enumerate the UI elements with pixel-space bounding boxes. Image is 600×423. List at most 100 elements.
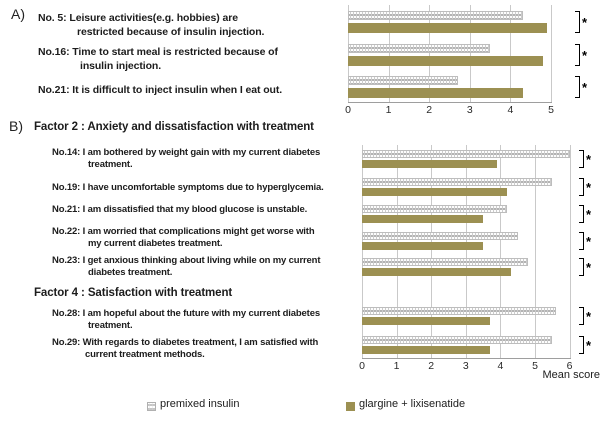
panel-b-label: B) bbox=[9, 118, 23, 134]
significance-bracket bbox=[579, 258, 584, 276]
axis-tick-label: 0 bbox=[345, 104, 351, 116]
significance-bracket bbox=[579, 150, 584, 168]
item-text: No.29: With regards to diabetes treatmen… bbox=[52, 337, 319, 348]
bar-glargine-lixisenatide bbox=[362, 215, 484, 223]
item-text: restricted because of insulin injection. bbox=[77, 25, 265, 38]
premixed-insulin-swatch bbox=[147, 402, 156, 411]
panel-b-item-no19: No.19: I have uncomfortable symptoms due… bbox=[52, 182, 357, 194]
item-text: diabetes treatment. bbox=[88, 266, 173, 278]
item-text: treatment. bbox=[88, 158, 133, 170]
axis-tick-label: 3 bbox=[466, 104, 473, 116]
bar-glargine-lixisenatide bbox=[362, 188, 508, 196]
panel-b-item-no14: No.14: I am bothered by weight gain with… bbox=[52, 147, 357, 170]
panel-b-item-no29: No.29: With regards to diabetes treatmen… bbox=[52, 337, 357, 360]
panel-a-item-no21: No.21: It is difficult to inject insulin… bbox=[38, 84, 348, 98]
significance-asterisk: * bbox=[582, 15, 588, 30]
bar-premixed-insulin bbox=[362, 258, 529, 266]
significance-bracket bbox=[579, 205, 584, 223]
significance-asterisk: * bbox=[586, 180, 592, 195]
bar-glargine-lixisenatide bbox=[348, 88, 523, 98]
x-axis-title: Mean score bbox=[542, 369, 600, 381]
item-text: insulin injection. bbox=[80, 59, 162, 72]
bar-premixed-insulin bbox=[348, 11, 523, 20]
panel-b-item-no22: No.22: I am worried that complications m… bbox=[52, 226, 357, 249]
panel-a-label: A) bbox=[11, 6, 25, 22]
gridline bbox=[362, 145, 363, 358]
bar-glargine-lixisenatide bbox=[362, 160, 497, 168]
axis-tick-label: 5 bbox=[532, 360, 538, 372]
significance-bracket bbox=[575, 76, 580, 98]
item-text: No.22: I am worried that complications m… bbox=[52, 226, 315, 237]
panel-b-item-no23: No.23: I get anxious thinking about livi… bbox=[52, 255, 357, 278]
item-text: No.16: Time to start meal is restricted … bbox=[38, 46, 278, 58]
gridline bbox=[569, 145, 571, 358]
gridline bbox=[500, 145, 502, 358]
item-text: my current diabetes treatment. bbox=[88, 237, 223, 249]
glargine-lixisenatide-legend-label: glargine + lixisenatide bbox=[359, 398, 466, 410]
gridline bbox=[431, 145, 433, 358]
bar-premixed-insulin bbox=[362, 232, 518, 240]
premixed-insulin-legend-label: premixed insulin bbox=[160, 398, 240, 410]
item-text: No.19: I have uncomfortable symptoms due… bbox=[52, 182, 324, 193]
significance-bracket bbox=[575, 44, 580, 66]
factor4-heading: Factor 4 : Satisfaction with treatment bbox=[34, 287, 233, 299]
significance-bracket bbox=[579, 336, 584, 354]
bar-glargine-lixisenatide bbox=[362, 317, 491, 325]
bar-glargine-lixisenatide bbox=[362, 242, 484, 250]
significance-bracket bbox=[579, 307, 584, 325]
significance-asterisk: * bbox=[586, 207, 592, 222]
axis-tick-label: 1 bbox=[393, 360, 400, 372]
item-text: No. 5: Leisure activities(e.g. hobbies) … bbox=[38, 12, 238, 24]
panel-b-item-no21: No.21: I am dissatisfied that my blood g… bbox=[52, 204, 357, 216]
significance-bracket bbox=[579, 178, 584, 196]
bar-glargine-lixisenatide bbox=[348, 23, 547, 33]
gridline bbox=[348, 5, 349, 102]
axis-tick-label: 1 bbox=[385, 104, 392, 116]
axis-tick-label: 3 bbox=[462, 360, 469, 372]
item-text: treatment. bbox=[88, 319, 133, 331]
panel-b-chart: 0 1 2 3 4 5 6 * * * * * * * Mean score bbox=[359, 140, 600, 385]
factor2-heading: Factor 2 : Anxiety and dissatisfaction w… bbox=[34, 121, 314, 133]
gridline bbox=[551, 5, 552, 102]
item-text: No.14: I am bothered by weight gain with… bbox=[52, 147, 321, 158]
item-text: No.28: I am hopeful about the future wit… bbox=[52, 308, 320, 319]
significance-asterisk: * bbox=[586, 338, 592, 353]
bar-premixed-insulin bbox=[348, 76, 458, 85]
significance-asterisk: * bbox=[586, 309, 592, 324]
x-axis bbox=[362, 358, 571, 359]
axis-tick-label: 5 bbox=[548, 104, 554, 116]
axis-tick-label: 6 bbox=[566, 360, 573, 372]
item-text: No.23: I get anxious thinking about livi… bbox=[52, 255, 321, 266]
significance-asterisk: * bbox=[586, 234, 592, 249]
axis-tick-label: 4 bbox=[507, 104, 514, 116]
panel-b-item-no28: No.28: I am hopeful about the future wit… bbox=[52, 308, 357, 331]
bar-premixed-insulin bbox=[362, 336, 553, 344]
gridline bbox=[510, 5, 512, 102]
gridline bbox=[469, 5, 471, 102]
item-text: No.21: I am dissatisfied that my blood g… bbox=[52, 204, 308, 215]
axis-tick-label: 2 bbox=[428, 360, 435, 372]
significance-asterisk: * bbox=[586, 260, 592, 275]
axis-tick-label: 0 bbox=[359, 360, 365, 372]
bar-premixed-insulin bbox=[362, 307, 556, 315]
bar-premixed-insulin bbox=[362, 178, 553, 186]
significance-asterisk: * bbox=[582, 80, 588, 95]
bar-glargine-lixisenatide bbox=[348, 56, 543, 66]
significance-bracket bbox=[579, 232, 584, 250]
panel-a-chart: 0 1 2 3 4 5 * * * bbox=[345, 0, 600, 122]
gridline bbox=[388, 5, 390, 102]
bar-glargine-lixisenatide bbox=[362, 268, 511, 276]
bar-premixed-insulin bbox=[348, 44, 491, 53]
x-axis bbox=[348, 102, 552, 103]
item-text: current treatment methods. bbox=[85, 348, 205, 360]
gridline bbox=[396, 145, 398, 358]
bar-glargine-lixisenatide bbox=[362, 346, 491, 354]
item-text: No.21: It is difficult to inject insulin… bbox=[38, 84, 283, 96]
gridline bbox=[465, 145, 467, 358]
significance-asterisk: * bbox=[582, 48, 588, 63]
gridline bbox=[429, 5, 431, 102]
axis-tick-label: 2 bbox=[426, 104, 433, 116]
panel-a-item-no5: No. 5: Leisure activities(e.g. hobbies) … bbox=[38, 12, 348, 39]
gridline bbox=[535, 145, 536, 358]
